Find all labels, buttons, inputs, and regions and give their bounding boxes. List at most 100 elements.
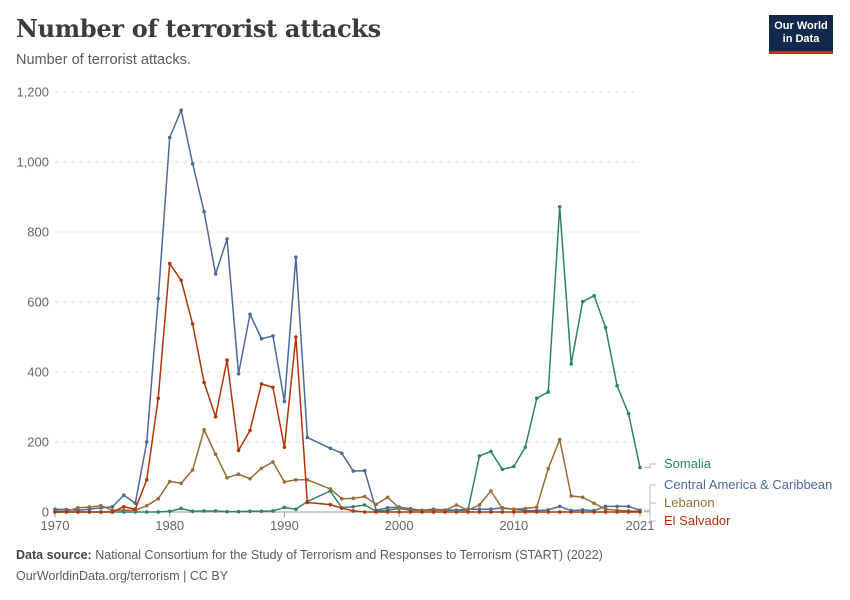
source-text: National Consortium for the Study of Ter… [95,548,603,562]
source-note: Data source: National Consortium for the… [16,548,603,562]
data-point-somalia [225,509,229,514]
data-point-central-america-caribbean [328,446,333,451]
data-point-lebanon [523,506,528,511]
y-tick-label: 800 [27,225,49,240]
data-point-el-salvador [225,358,229,362]
data-point-el-salvador [580,510,585,514]
gridlines [55,91,640,443]
data-point-central-america-caribbean [305,435,310,440]
legend-connector-somalia [644,463,656,469]
data-point-lebanon [202,427,206,432]
logo-line-1: Our World [774,20,828,32]
x-tick-label: 1990 [270,518,299,533]
data-point-lebanon [213,452,218,457]
data-point-el-salvador [122,504,126,509]
data-point-somalia [202,509,206,513]
legend-label-central-america-caribbean: Central America & Caribbean [664,477,832,492]
x-tick-label: 1970 [41,518,70,533]
legend-label-somalia: Somalia [664,456,712,471]
data-point-el-salvador [64,510,69,514]
data-point-central-america-caribbean [362,468,367,473]
data-point-el-salvador [156,396,161,401]
data-point-el-salvador [546,510,551,514]
y-tick-label: 1,200 [16,85,49,100]
data-point-lebanon [99,503,103,508]
data-point-el-salvador [489,510,493,514]
data-point-lebanon [167,479,172,484]
logo-line-2: in Data [782,33,820,45]
data-point-el-salvador [638,510,642,514]
data-point-somalia [592,293,596,298]
data-point-somalia [236,509,241,514]
data-point-lebanon [236,472,241,477]
data-point-somalia [489,449,493,454]
data-point-central-america-caribbean [110,504,115,509]
data-point-lebanon [534,505,539,509]
data-point-somalia [546,390,551,394]
data-point-somalia [557,205,562,209]
data-point-lebanon [122,508,126,513]
data-point-central-america-caribbean [557,504,562,509]
data-point-central-america-caribbean [248,312,252,317]
data-point-somalia [190,509,195,514]
data-point-central-america-caribbean [603,504,608,509]
data-point-el-salvador [87,510,92,514]
data-point-lebanon [477,503,482,507]
data-point-el-salvador [534,510,539,514]
owid-logo[interactable]: Our World in Data [769,15,833,54]
x-tick-label: 2021 [626,518,655,533]
data-point-somalia [500,467,505,472]
data-point-el-salvador [294,335,298,339]
data-point-el-salvador [167,261,172,266]
data-point-central-america-caribbean [225,237,229,241]
data-point-somalia [569,362,573,366]
data-point-lebanon [271,460,275,464]
data-point-somalia [282,505,287,510]
data-point-el-salvador [362,510,367,514]
data-point-lebanon [179,481,183,486]
data-point-somalia [248,509,252,514]
data-point-el-salvador [202,380,206,385]
source-label: Data source: [16,548,92,562]
data-point-el-salvador [99,510,103,514]
data-point-lebanon [76,506,80,510]
data-point-lebanon [156,496,161,501]
data-point-central-america-caribbean [626,504,631,509]
data-point-el-salvador [615,510,619,514]
license-link[interactable]: OurWorldinData.org/terrorism | CC BY [16,569,229,583]
y-tick-label: 200 [27,435,49,450]
data-point-el-salvador [523,510,528,514]
data-point-lebanon [580,495,585,500]
data-point-el-salvador [144,478,149,482]
series-line-central-america-caribbean [54,109,641,512]
legend-label-el-salvador: El Salvador [664,513,731,528]
data-point-somalia [512,464,516,469]
legend-connector-central-america-caribbean [644,484,656,511]
data-point-el-salvador [339,506,344,510]
data-point-central-america-caribbean [489,507,493,512]
data-point-lebanon [259,466,264,471]
data-point-el-salvador [236,448,241,453]
chart-subtitle: Number of terrorist attacks. [16,52,191,68]
data-point-el-salvador [53,510,57,514]
data-point-somalia [362,503,367,507]
data-point-el-salvador [420,510,424,514]
x-tick-label: 2000 [385,518,414,533]
data-point-central-america-caribbean [236,371,241,376]
y-tick-label: 1,000 [16,155,49,170]
data-point-somalia [603,325,608,330]
legend-connector-el-salvador [644,511,656,522]
data-point-central-america-caribbean [202,209,206,214]
legend: Somalia Central America & Caribbean Lebano… [644,456,832,528]
legend-label-lebanon: Lebanon [664,495,715,510]
data-point-somalia [259,509,264,514]
data-point-central-america-caribbean [271,334,275,338]
data-point-lebanon [385,495,390,500]
data-point-el-salvador [454,510,459,514]
data-point-el-salvador [190,322,195,326]
data-point-central-america-caribbean [259,336,264,341]
data-point-central-america-caribbean [190,161,195,166]
data-point-el-salvador [603,510,608,514]
line-chart: 0 200 400 600 800 1,000 1,200 1970 1980 1990 2000… [16,85,832,534]
data-point-el-salvador [592,510,596,514]
